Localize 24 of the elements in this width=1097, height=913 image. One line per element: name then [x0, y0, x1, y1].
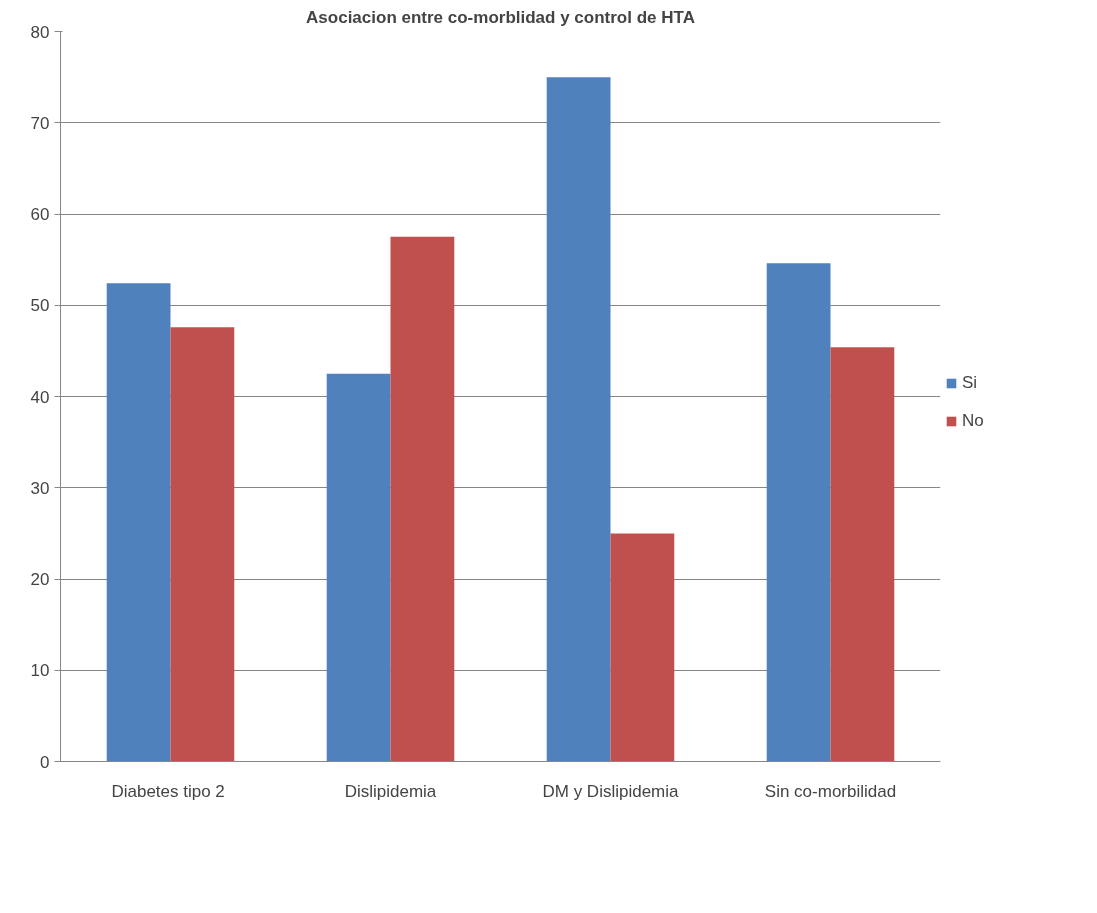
y-tick-label: 30: [30, 478, 50, 498]
bar: [170, 327, 235, 762]
bar: [390, 236, 455, 762]
x-tick-label: Diabetes tipo 2: [111, 781, 225, 801]
bar: [766, 263, 831, 762]
x-tick-label: Dislipidemia: [344, 781, 437, 801]
bar: [610, 533, 675, 762]
y-tick-label: 80: [30, 22, 50, 42]
bar: [106, 283, 171, 762]
legend-label: No: [962, 411, 984, 431]
y-tick-label: 60: [30, 205, 50, 224]
y-tick-label: 0: [40, 752, 50, 772]
y-tick-label: 50: [30, 296, 50, 316]
y-tick-label: 10: [30, 661, 50, 681]
bar: [830, 347, 895, 762]
y-tick-label: 70: [30, 113, 50, 133]
y-tick-label: 20: [30, 570, 50, 589]
legend-label: Si: [962, 373, 979, 393]
x-tick-label: DM y Dislipidemia: [542, 781, 680, 801]
bar: [546, 77, 611, 762]
y-tick-label: 40: [30, 387, 50, 407]
chart-title: Asociacion entre co-morblidad y control de HTA: [306, 7, 695, 27]
x-tick-label: Sin co-morbilidad: [764, 781, 897, 801]
bar: [326, 373, 391, 762]
